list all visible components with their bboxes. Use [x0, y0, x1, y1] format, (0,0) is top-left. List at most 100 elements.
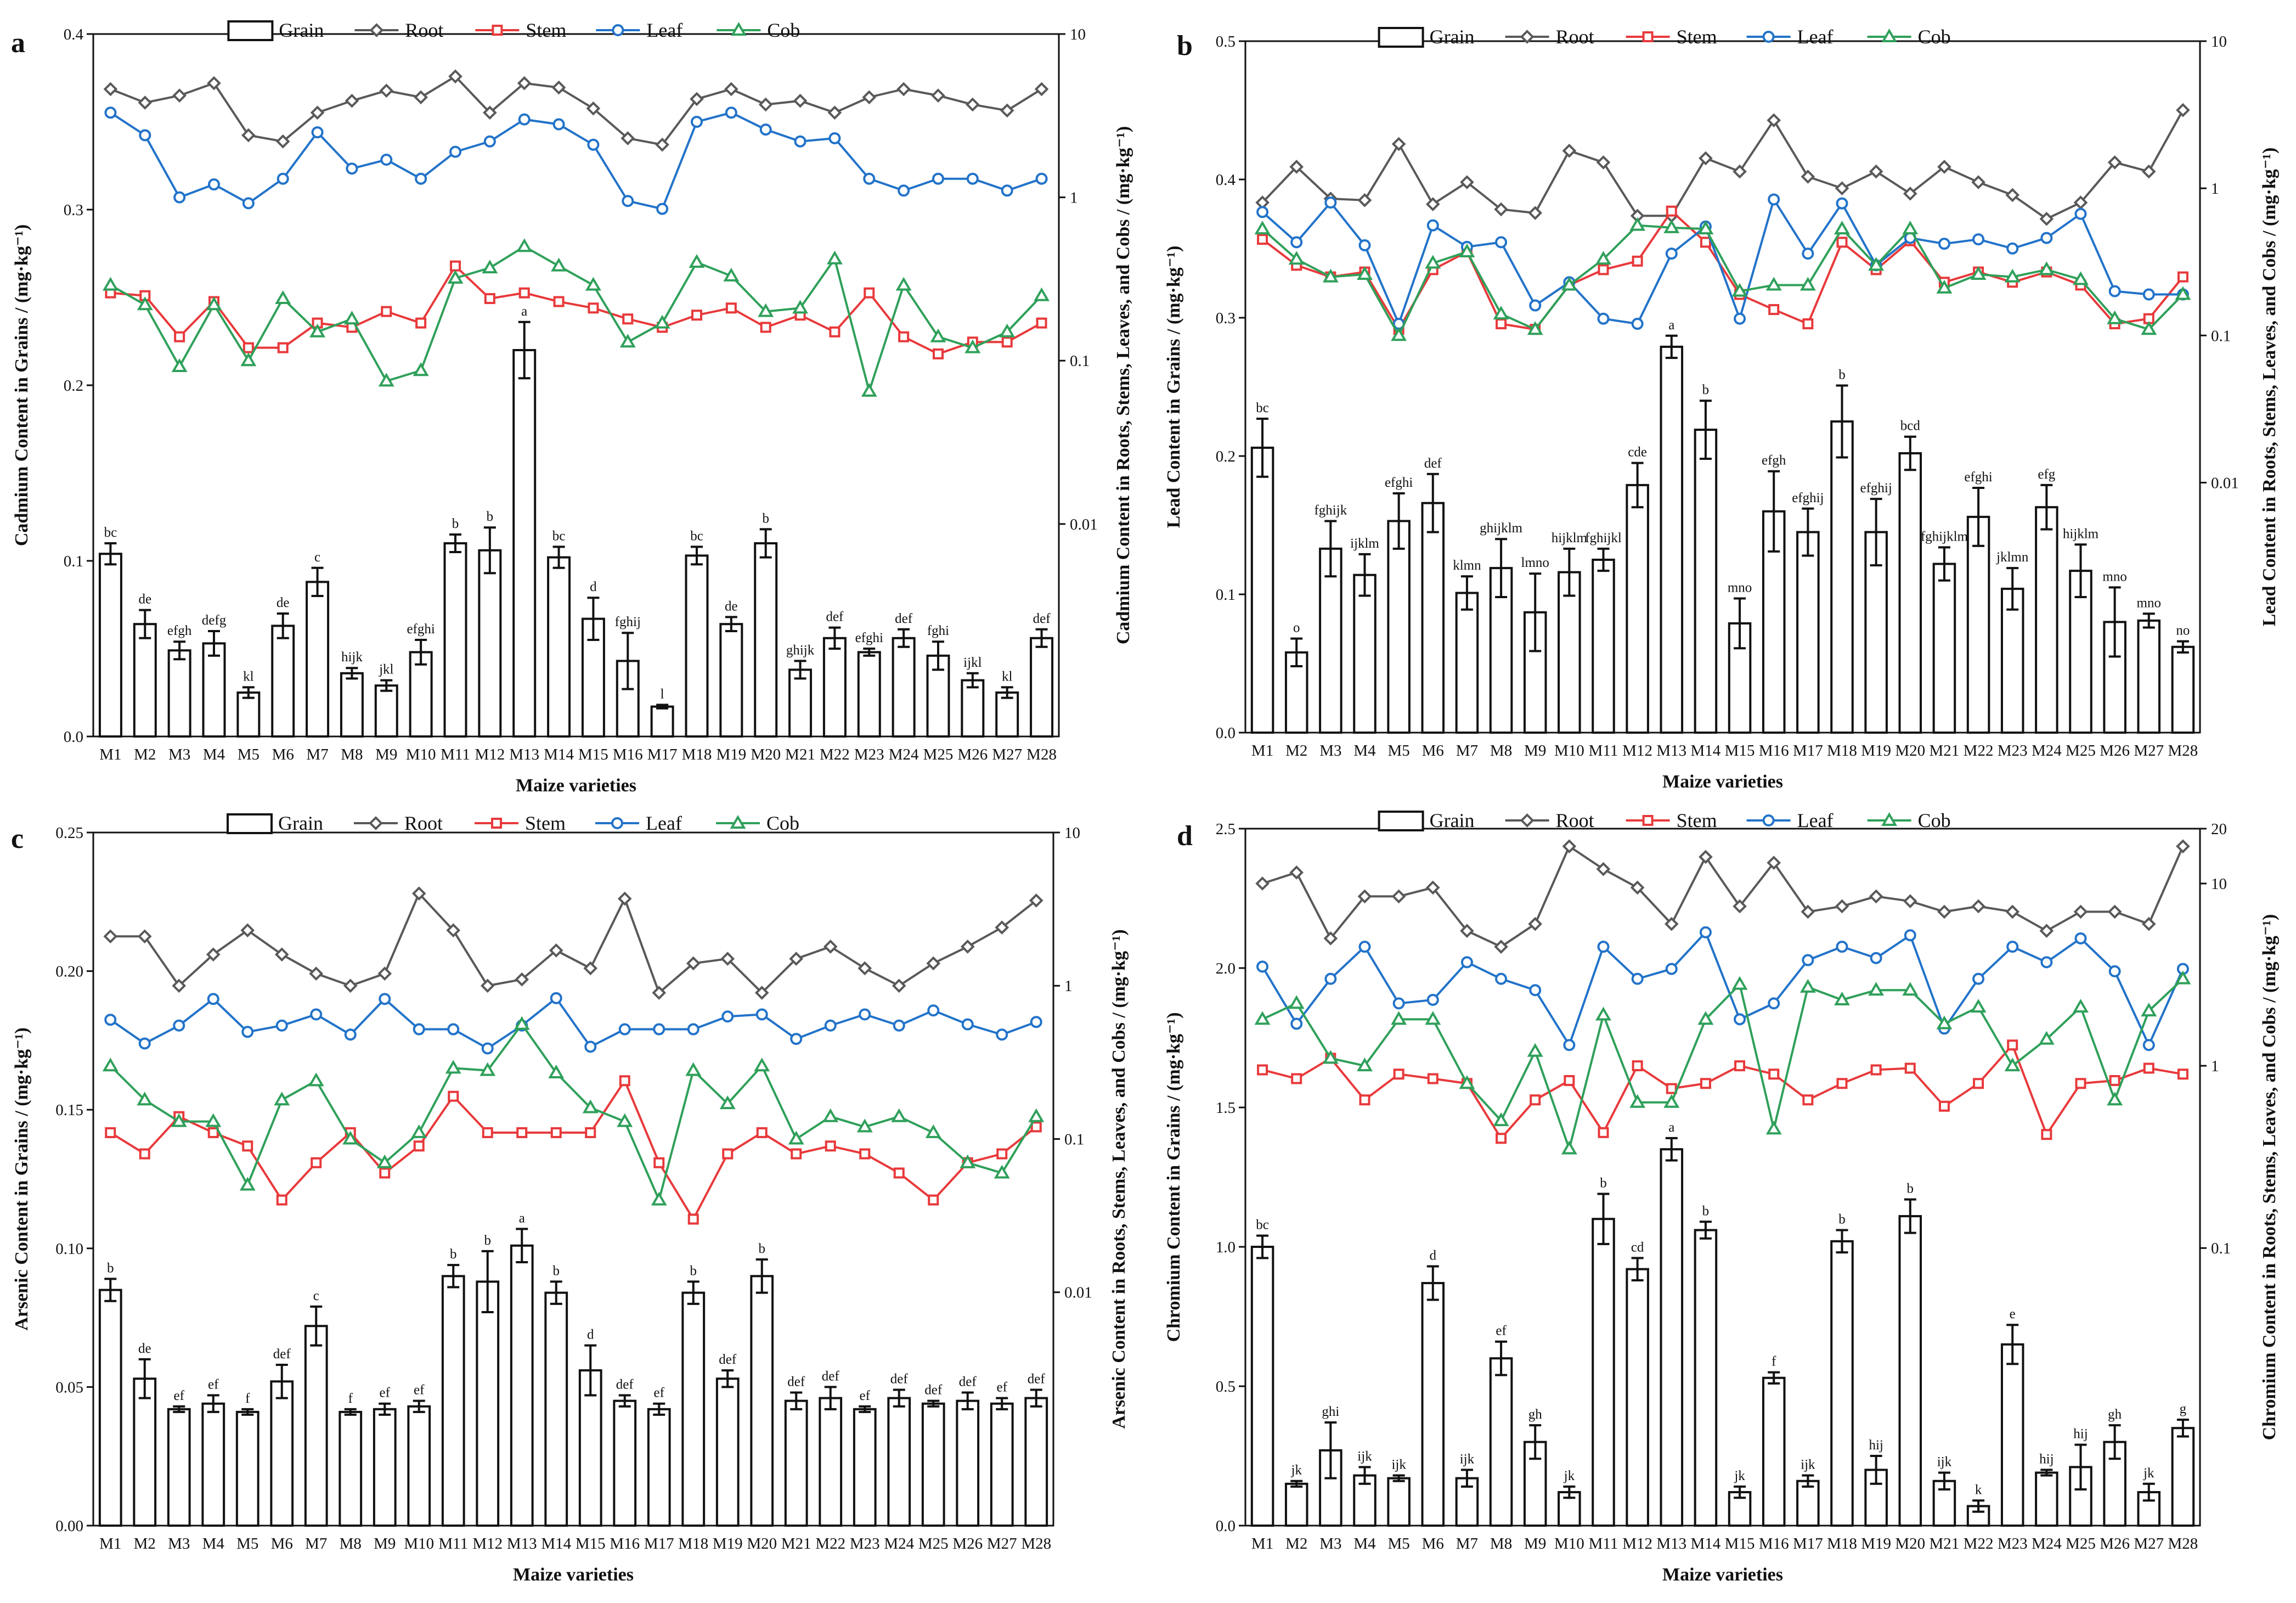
grain-bar	[715, 1377, 740, 1527]
legend-item-root: Root	[1505, 26, 1594, 48]
x-tick-label: M1	[1251, 1535, 1273, 1553]
root-point	[758, 97, 773, 112]
x-tick-label: M17	[1793, 742, 1823, 760]
root-point	[517, 76, 532, 91]
cob-point	[1254, 221, 1271, 235]
cob-point	[1970, 266, 1987, 280]
cob-point	[994, 1165, 1010, 1179]
x-tick-label: M16	[1759, 742, 1789, 760]
y-left-tick-label: 2.0	[1216, 960, 1236, 977]
stem-point	[2109, 1075, 2120, 1086]
x-tick-label: M9	[374, 1535, 396, 1553]
leaf-point	[1870, 952, 1882, 964]
leaf-point	[1699, 926, 1712, 938]
significance-letter: ef	[997, 1380, 1008, 1395]
grain-bar	[995, 691, 1019, 738]
leaf-point	[138, 1037, 151, 1050]
root-point	[1528, 206, 1543, 220]
significance-letter: b	[1907, 1182, 1914, 1196]
series-line-cob	[110, 245, 1043, 396]
circle-marker-icon	[612, 24, 624, 36]
bar-swatch-icon	[227, 20, 274, 41]
significance-letter: def	[890, 1371, 909, 1386]
y-left-tick-label: 0.0	[1216, 1517, 1236, 1535]
x-tick-label: M27	[2134, 742, 2164, 760]
cob-point	[309, 323, 326, 338]
root-point	[275, 134, 290, 149]
cob-point	[447, 269, 464, 284]
grain-bar	[2171, 1427, 2195, 1527]
significance-letter: bc	[690, 528, 703, 543]
leaf-point	[1904, 929, 1916, 942]
x-tick-label: M16	[610, 1535, 640, 1553]
stem-point	[174, 331, 185, 342]
x-tick-label: M2	[1285, 742, 1307, 760]
root-point	[1289, 865, 1304, 880]
stem-point	[1666, 1083, 1677, 1094]
significance-letter: jk	[1564, 1469, 1575, 1483]
leaf-point	[1426, 219, 1439, 232]
y-right-tick-label: 0.1	[1064, 1130, 1084, 1148]
x-tick-label: M25	[2066, 1535, 2096, 1553]
x-tick-label: M26	[952, 1535, 983, 1553]
leaf-point	[2006, 242, 2019, 255]
cob-point	[895, 277, 912, 291]
cob-point	[1970, 999, 1987, 1013]
cob-point	[2073, 999, 2089, 1013]
grain-bar	[1830, 1240, 1854, 1527]
stem-point	[1030, 1121, 1042, 1133]
leaf-point	[2040, 956, 2053, 969]
grain-bar	[1421, 1282, 1445, 1527]
grain-bar	[443, 542, 467, 738]
significance-letter: def	[616, 1377, 634, 1392]
y-left-tick-label: 1.0	[1216, 1239, 1236, 1256]
significance-letter: l	[661, 687, 664, 701]
series-line-stem	[1262, 1043, 2184, 1140]
y-left-axis-title: Arsenic Content in Grains / (mg·kg⁻¹)	[12, 1027, 32, 1330]
root-point	[549, 943, 563, 958]
root-point	[103, 82, 118, 97]
significance-letter: hijklm	[2063, 526, 2099, 541]
cob-point	[1697, 221, 1714, 235]
grain-bar	[512, 349, 537, 738]
grain-bar	[650, 705, 674, 738]
grain-bar	[304, 1325, 328, 1527]
leaf-point	[2142, 1039, 2155, 1051]
leaf-point	[790, 1033, 803, 1045]
x-tick-label: M1	[1251, 742, 1273, 760]
grain-bar	[270, 1380, 294, 1527]
grain-bar	[1455, 592, 1479, 734]
grain-bar	[1694, 429, 1718, 734]
x-tick-label: M23	[854, 746, 884, 763]
grain-bar	[98, 553, 122, 738]
y-right-tick-label: 1	[1070, 189, 1078, 207]
x-tick-label: M2	[134, 1535, 156, 1553]
significance-letter: b	[762, 511, 769, 526]
cob-point	[275, 290, 291, 305]
legend-label: Leaf	[1797, 809, 1834, 831]
grain-bar	[853, 1408, 877, 1527]
leaf-point	[2142, 288, 2155, 301]
x-tick-label: M17	[647, 746, 678, 763]
stem-point	[413, 1140, 425, 1152]
root-point	[2176, 839, 2190, 854]
significance-letter: ijk	[1937, 1454, 1952, 1469]
y-left-tick-label: 0.5	[1216, 1378, 1236, 1396]
grain-bar	[1353, 573, 1377, 734]
root-point	[1460, 175, 1474, 189]
cob-point	[1028, 1108, 1045, 1122]
x-tick-label: M14	[544, 746, 574, 763]
significance-letter: o	[1293, 621, 1300, 635]
x-axis-title: Maize varieties	[516, 775, 636, 796]
root-point	[1029, 893, 1043, 908]
significance-letter: hij	[1869, 1438, 1883, 1453]
root-point	[1391, 889, 1406, 904]
leaf-point	[1597, 312, 1610, 325]
legend-label: Leaf	[646, 812, 682, 834]
significance-letter: mno	[2102, 569, 2126, 584]
grain-bar	[892, 637, 916, 738]
y-right-axis-title: Lead Content in Roots, Stems, Leaves, an…	[2259, 148, 2280, 627]
cob-point	[2141, 321, 2157, 335]
triangle-marker-icon	[1881, 29, 1898, 42]
stem-point	[1768, 1068, 1780, 1080]
